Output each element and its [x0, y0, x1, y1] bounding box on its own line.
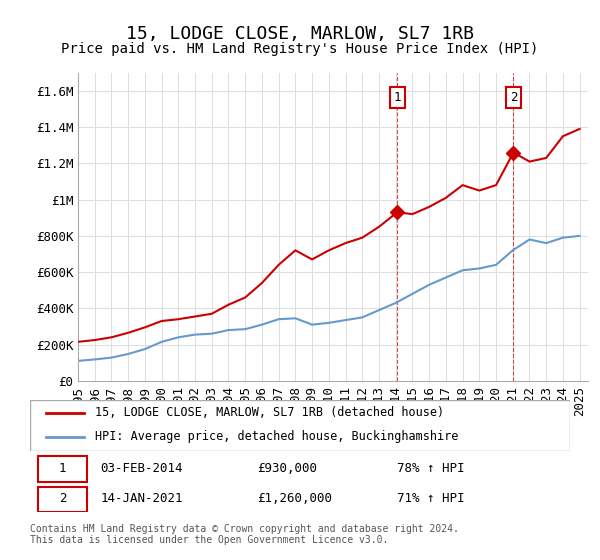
Text: 71% ↑ HPI: 71% ↑ HPI — [397, 492, 465, 505]
FancyBboxPatch shape — [30, 400, 570, 451]
Text: HPI: Average price, detached house, Buckinghamshire: HPI: Average price, detached house, Buck… — [95, 430, 458, 443]
FancyBboxPatch shape — [38, 456, 86, 482]
Text: £1,260,000: £1,260,000 — [257, 492, 332, 505]
Text: 1: 1 — [59, 461, 66, 474]
Text: 14-JAN-2021: 14-JAN-2021 — [100, 492, 182, 505]
FancyBboxPatch shape — [38, 487, 86, 512]
Text: 03-FEB-2014: 03-FEB-2014 — [100, 461, 182, 474]
Text: 2: 2 — [509, 91, 517, 104]
Text: Price paid vs. HM Land Registry's House Price Index (HPI): Price paid vs. HM Land Registry's House … — [61, 42, 539, 56]
Text: 15, LODGE CLOSE, MARLOW, SL7 1RB: 15, LODGE CLOSE, MARLOW, SL7 1RB — [126, 25, 474, 43]
Text: Contains HM Land Registry data © Crown copyright and database right 2024.
This d: Contains HM Land Registry data © Crown c… — [30, 524, 459, 545]
Text: 1: 1 — [394, 91, 401, 104]
Text: £930,000: £930,000 — [257, 461, 317, 474]
Text: 2: 2 — [59, 492, 66, 505]
Text: 78% ↑ HPI: 78% ↑ HPI — [397, 461, 465, 474]
Text: 15, LODGE CLOSE, MARLOW, SL7 1RB (detached house): 15, LODGE CLOSE, MARLOW, SL7 1RB (detach… — [95, 407, 444, 419]
